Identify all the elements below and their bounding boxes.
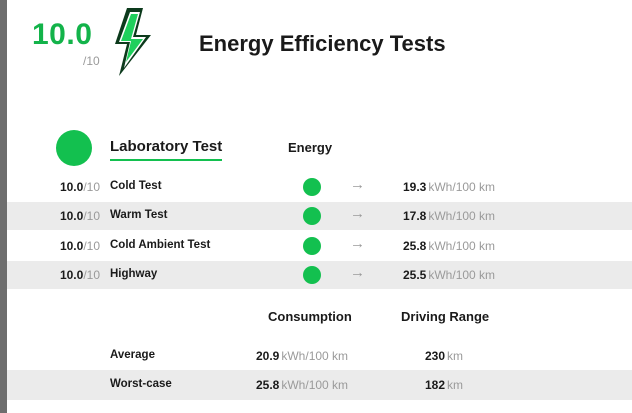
test-name: Warm Test (110, 209, 168, 221)
status-dot (303, 266, 321, 284)
arrow-right-icon: → (350, 235, 365, 252)
test-row-cold: 10.0/10 Cold Test → 19.3 kWh/100 km (7, 173, 632, 201)
energy-value: 25.5 kWh/100 km (403, 268, 495, 282)
energy-number: 17.8 (403, 209, 427, 223)
test-name: Cold Ambient Test (110, 239, 211, 251)
summary-row-worst-case: Worst-case 25.8 kWh/100 km 182 km (7, 370, 632, 400)
score-denominator: /10 (83, 239, 100, 253)
arrow-right-icon: → (350, 264, 365, 281)
range-number: 230 (425, 349, 446, 363)
range-unit: km (447, 378, 464, 392)
score-value: 10.0 (59, 268, 84, 282)
summary-row-average: Average 20.9 kWh/100 km 230 km (7, 341, 632, 371)
test-score: 10.0/10 (60, 209, 100, 223)
summary-label: Worst-case (110, 378, 172, 390)
energy-number: 25.5 (403, 268, 427, 282)
range-value: 230 km (425, 349, 463, 363)
consumption-number: 20.9 (256, 349, 280, 363)
energy-value: 25.8 kWh/100 km (403, 239, 495, 253)
test-score: 10.0/10 (60, 180, 100, 194)
lightning-bolt-icon (115, 8, 151, 76)
score-value: 10.0 (59, 180, 84, 194)
consumption-column-header: Consumption (268, 309, 352, 324)
summary-label: Average (110, 349, 155, 361)
test-row-highway: 10.0/10 Highway → 25.5 kWh/100 km (7, 261, 632, 289)
energy-column-header: Energy (288, 140, 333, 155)
energy-unit: kWh/100 km (428, 268, 496, 282)
driving-range-column-header: Driving Range (401, 309, 490, 324)
score-denominator: /10 (83, 268, 100, 282)
range-number: 182 (425, 378, 446, 392)
consumption-number: 25.8 (256, 378, 280, 392)
consumption-unit: kWh/100 km (281, 349, 349, 363)
arrow-right-icon: → (350, 176, 365, 193)
range-unit: km (447, 349, 464, 363)
energy-unit: kWh/100 km (428, 239, 496, 253)
header: 10.0 /10 Energy Efficiency Tests (0, 0, 632, 92)
energy-number: 19.3 (403, 180, 427, 194)
arrow-right-icon: → (350, 205, 365, 222)
energy-unit: kWh/100 km (428, 209, 496, 223)
test-row-cold-ambient: 10.0/10 Cold Ambient Test → 25.8 kWh/100 … (7, 232, 632, 260)
overall-score-denominator: /10 (83, 54, 100, 68)
status-dot (303, 207, 321, 225)
test-name: Highway (110, 268, 158, 280)
lab-status-dot (56, 130, 92, 166)
energy-unit: kWh/100 km (428, 180, 496, 194)
overall-score: 10.0 (32, 18, 93, 51)
score-denominator: /10 (83, 209, 100, 223)
window-edge (0, 0, 7, 413)
energy-number: 25.8 (403, 239, 427, 253)
consumption-unit: kWh/100 km (281, 378, 349, 392)
test-name: Cold Test (110, 180, 162, 192)
consumption-value: 25.8 kWh/100 km (256, 378, 348, 392)
energy-value: 19.3 kWh/100 km (403, 180, 495, 194)
laboratory-test-heading: Laboratory Test (110, 138, 223, 161)
range-value: 182 km (425, 378, 463, 392)
page-title: Energy Efficiency Tests (199, 31, 446, 56)
score-value: 10.0 (59, 209, 84, 223)
test-score: 10.0/10 (60, 268, 100, 282)
test-score: 10.0/10 (60, 239, 100, 253)
status-dot (303, 178, 321, 196)
test-row-warm: 10.0/10 Warm Test → 17.8 kWh/100 km (7, 202, 632, 230)
score-denominator: /10 (83, 180, 100, 194)
energy-value: 17.8 kWh/100 km (403, 209, 495, 223)
consumption-value: 20.9 kWh/100 km (256, 349, 348, 363)
score-value: 10.0 (59, 239, 84, 253)
status-dot (303, 237, 321, 255)
